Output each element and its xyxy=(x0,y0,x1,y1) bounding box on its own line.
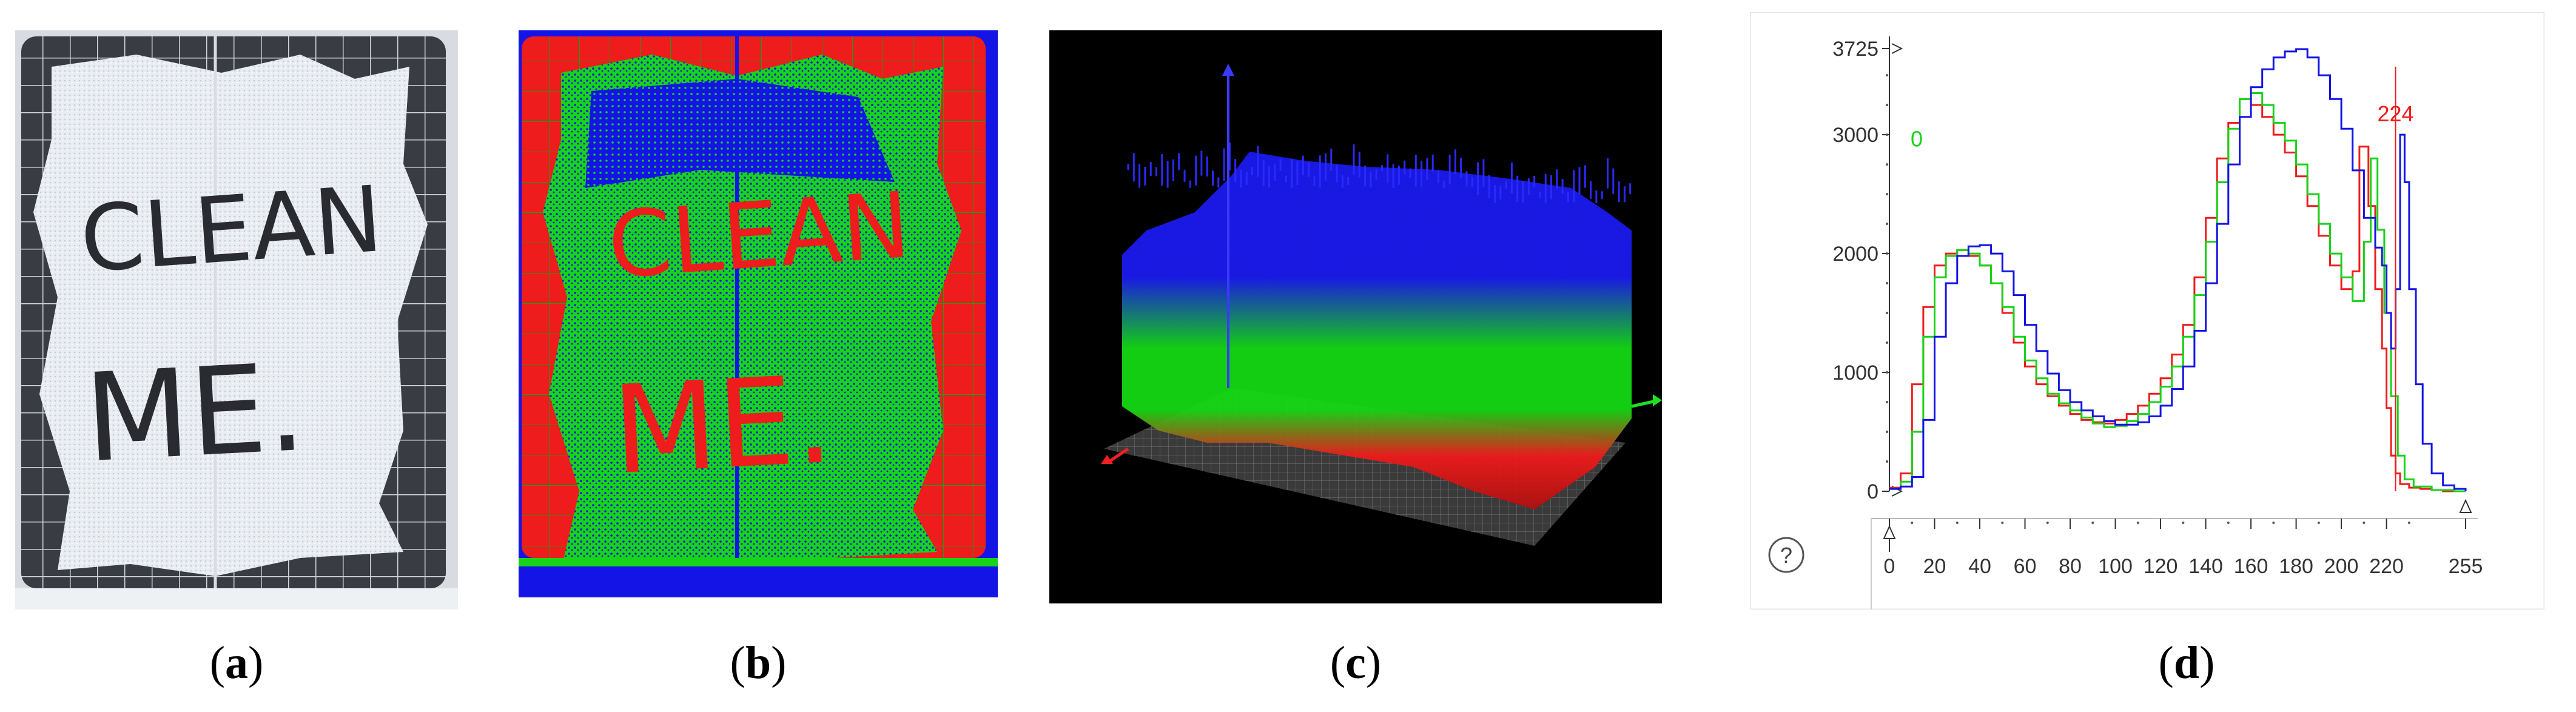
green-marker-label: 0 xyxy=(1911,127,1923,152)
y-minor-tick xyxy=(1886,252,1888,255)
y-minor-tick xyxy=(1886,460,1888,463)
x-minor-tick xyxy=(2362,522,2366,524)
range-handle-high[interactable] xyxy=(2459,499,2472,513)
y-tick-label: 3725 xyxy=(1832,38,1878,61)
panel-b-writing-line1: CLEAN xyxy=(605,173,913,299)
snow-panel-photo: CLEAN ME. xyxy=(15,30,458,610)
help-button[interactable]: ? xyxy=(1768,537,1804,573)
x-minor-tick xyxy=(1956,522,1959,524)
x-tick-label: 60 xyxy=(2014,555,2037,578)
caption-d: (d) xyxy=(2158,637,2215,688)
y-minor-tick xyxy=(1886,104,1888,107)
y-minor-tick xyxy=(1886,74,1888,77)
x-tick-label: 200 xyxy=(2324,555,2359,578)
y-tick-label: 3000 xyxy=(1832,124,1878,147)
x-minor-tick xyxy=(2272,522,2275,524)
x-tick-label: 80 xyxy=(2059,555,2082,578)
x-tick-label: 180 xyxy=(2279,555,2313,578)
x-minor-tick xyxy=(2182,522,2185,524)
y-minor-tick xyxy=(1886,282,1888,285)
x-minor-tick xyxy=(2001,522,2004,524)
x-minor-tick xyxy=(2091,522,2094,524)
x-tick-label: 0 xyxy=(1884,555,1895,578)
y-minor-tick xyxy=(1886,431,1888,434)
caption-c: (c) xyxy=(1330,637,1382,688)
y-minor-tick xyxy=(1886,163,1888,166)
panel-a-writing-line2: ME. xyxy=(81,337,308,490)
surface-plot-3d xyxy=(1049,30,1662,603)
x-minor-tick xyxy=(2136,522,2139,524)
panel-b-writing-line2: ME. xyxy=(609,349,836,502)
x-minor-tick xyxy=(2046,522,2049,524)
y-minor-tick xyxy=(1886,371,1888,374)
x-minor-tick xyxy=(1911,522,1914,524)
x-tick-label: 160 xyxy=(2234,555,2268,578)
y-tick-label: 2000 xyxy=(1832,243,1878,266)
x-minor-tick xyxy=(2407,522,2410,524)
x-tick-label: 100 xyxy=(2098,555,2133,578)
y-tick-label: 0 xyxy=(1867,480,1878,503)
y-minor-tick xyxy=(1886,341,1888,344)
segmentation-image: CLEAN ME. xyxy=(519,30,998,597)
panel-a-writing-line1: CLEAN xyxy=(77,167,386,293)
y-minor-tick xyxy=(1886,133,1888,136)
x-tick-label: 120 xyxy=(2144,555,2178,578)
x-tick-label: 40 xyxy=(1968,555,1991,578)
x-tick-label: 220 xyxy=(2369,555,2404,578)
help-icon: ? xyxy=(1780,543,1792,568)
caption-a: (a) xyxy=(209,637,264,688)
x-tick-label: 140 xyxy=(2188,555,2223,578)
y-tick-label: 1000 xyxy=(1832,361,1878,385)
x-tick-label: 20 xyxy=(1923,555,1946,578)
caption-b: (b) xyxy=(730,637,787,688)
y-minor-tick xyxy=(1886,193,1888,196)
histogram-series-line xyxy=(1889,92,2466,492)
y-max-arrow xyxy=(1891,43,1903,54)
y-minor-tick xyxy=(1886,223,1888,226)
x-minor-tick xyxy=(2317,522,2320,524)
threshold-marker-label: 224 xyxy=(2377,101,2413,126)
y-minor-tick xyxy=(1886,401,1888,404)
x-tick-label: 255 xyxy=(2449,555,2483,578)
x-minor-tick xyxy=(2227,522,2230,524)
y-minor-tick xyxy=(1886,312,1888,315)
